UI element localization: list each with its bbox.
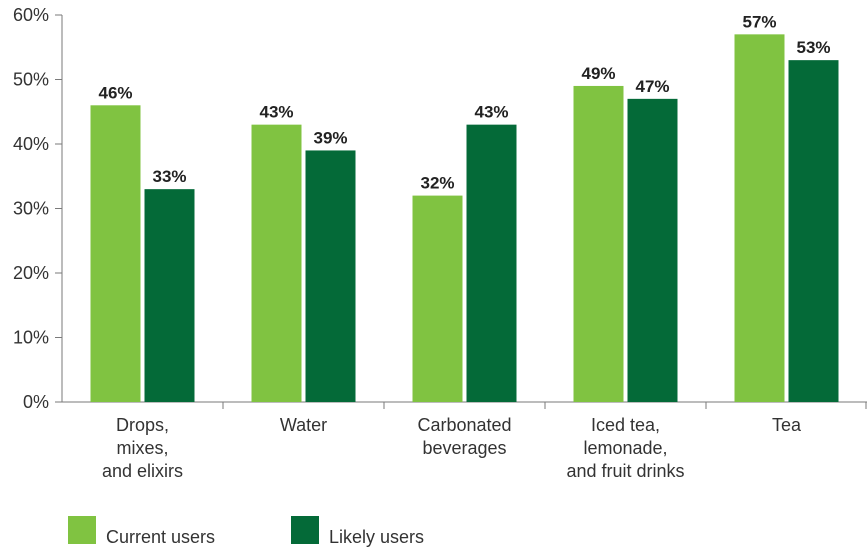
bar-series [90, 34, 839, 403]
y-tick-label: 40% [13, 134, 49, 154]
x-category-label-line: Carbonated [417, 415, 511, 435]
y-tick-label: 30% [13, 199, 49, 219]
chart-legend: Current users Likely users [68, 516, 424, 547]
y-tick-label: 60% [13, 5, 49, 25]
bar-value-label: 47% [635, 77, 669, 96]
bar-value-label: 43% [474, 103, 508, 122]
y-tick-label: 0% [23, 392, 49, 412]
x-category-label-line: mixes, [116, 438, 168, 458]
x-category-label-line: Drops, [116, 415, 169, 435]
bar-value-label: 49% [581, 64, 615, 83]
bar-current-users [412, 195, 463, 402]
x-axis-categories: Drops, mixes, and elixirs Water Carbonated be… [102, 415, 802, 481]
y-tick-label: 20% [13, 263, 49, 283]
x-category-label-line: Tea [772, 415, 802, 435]
x-category-label: Drops, mixes, and elixirs [102, 415, 183, 481]
x-category-label-line: Water [280, 415, 327, 435]
bar-likely-users [144, 189, 195, 402]
bar-value-label: 39% [313, 128, 347, 147]
bar-likely-users [627, 98, 678, 402]
bar-likely-users [788, 60, 839, 403]
x-category-label: Water [280, 415, 327, 435]
y-axis-ticks: 0% 10% 20% 30% 40% 50% 60% [13, 5, 62, 412]
bar-current-users [90, 105, 141, 403]
bar-likely-users [305, 150, 356, 402]
legend-swatch [68, 516, 96, 544]
bar-value-label: 32% [420, 174, 454, 193]
y-tick-label: 10% [13, 328, 49, 348]
x-category-label-line: Iced tea, [591, 415, 660, 435]
bar-current-users [734, 34, 785, 402]
bar-value-label: 33% [152, 167, 186, 186]
data-labels: 46% 33% 43% 39% 32% 43% 49% 47% 57% 53% [98, 12, 830, 192]
x-category-label: Iced tea, lemonade, and fruit drinks [566, 415, 684, 481]
x-category-label: Tea [772, 415, 802, 435]
y-tick-label: 50% [13, 70, 49, 90]
x-category-label-line: and elixirs [102, 461, 183, 481]
bar-likely-users [466, 124, 517, 403]
legend-label: Current users [106, 527, 215, 547]
x-category-label-line: beverages [422, 438, 506, 458]
bar-value-label: 46% [98, 83, 132, 102]
x-category-label: Carbonated beverages [417, 415, 511, 458]
x-category-label-line: and fruit drinks [566, 461, 684, 481]
bar-value-label: 43% [259, 103, 293, 122]
x-category-label-line: lemonade, [583, 438, 667, 458]
legend-swatch [291, 516, 319, 544]
bar-value-label: 53% [796, 38, 830, 57]
legend-label: Likely users [329, 527, 424, 547]
bar-current-users [251, 124, 302, 403]
bar-value-label: 57% [742, 12, 776, 31]
bar-current-users [573, 85, 624, 402]
